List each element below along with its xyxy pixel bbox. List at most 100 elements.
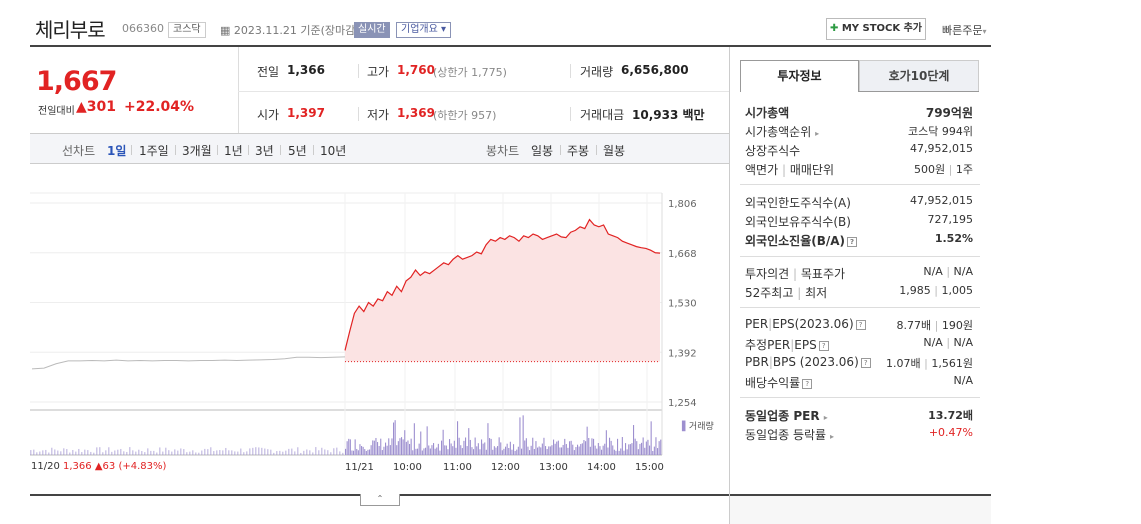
market-cap-rank-label: 시가총액순위 ▸ <box>745 123 819 140</box>
volume-bar <box>72 450 74 455</box>
tab-weekly[interactable]: 주봉 <box>567 144 590 158</box>
prev-close-label: 전일 <box>257 65 280 79</box>
volume-bar <box>532 437 534 455</box>
expand-handle[interactable]: ⌃ <box>360 494 400 506</box>
volume-bar <box>114 450 116 455</box>
volume-bar <box>562 444 564 455</box>
volume-bar <box>615 450 617 455</box>
volume-bar <box>237 451 239 455</box>
volume-bar <box>642 437 644 455</box>
tab-1year[interactable]: 1년 <box>224 144 243 158</box>
help-icon[interactable]: ? <box>860 357 871 368</box>
divider <box>131 145 132 155</box>
volume-bar <box>641 442 643 455</box>
tab-1day[interactable]: 1일 <box>107 144 127 158</box>
est-per-value-a: N/A <box>923 336 943 349</box>
tab-invest-info[interactable]: 투자정보 <box>740 60 859 92</box>
tab-1week[interactable]: 1주일 <box>139 144 169 158</box>
foreign-ratio-value: 1.52% <box>934 232 973 245</box>
volume-bar <box>489 438 491 455</box>
panel-footer <box>730 496 991 524</box>
volume-bar <box>636 441 638 455</box>
tab-10year[interactable]: 10년 <box>320 144 347 158</box>
volume-bar <box>372 440 374 455</box>
help-icon[interactable]: ? <box>847 236 858 247</box>
volume-bar <box>300 452 302 455</box>
volume-bar <box>168 450 170 455</box>
tab-3month[interactable]: 3개월 <box>182 144 212 158</box>
volume-bar <box>156 452 158 455</box>
volume-bar <box>138 449 140 455</box>
volume-bar <box>618 450 620 455</box>
sector-per-value: 13.72배 <box>928 409 973 422</box>
panel-divider <box>729 47 730 524</box>
volume-bar <box>405 441 407 455</box>
help-icon[interactable]: ? <box>818 340 829 351</box>
tab-monthly[interactable]: 월봉 <box>603 144 626 158</box>
volume-bar <box>650 421 652 455</box>
volume-bar <box>90 451 92 455</box>
help-icon[interactable]: ? <box>802 378 813 389</box>
volume-bar <box>410 438 412 455</box>
pipe-separator: | <box>781 163 786 177</box>
open-value: 1,397 <box>287 106 325 120</box>
market-badge: 코스닥 <box>168 22 206 38</box>
divider <box>740 256 980 257</box>
volume-bar <box>93 452 95 455</box>
volume-bar <box>469 439 471 455</box>
volume-bar <box>108 447 110 455</box>
x-tick-label: 15:00 <box>635 462 664 473</box>
amount-label: 거래대금 <box>580 108 625 122</box>
volume-bar <box>455 447 457 455</box>
volume-bar <box>297 447 299 455</box>
volume-bar <box>437 443 439 455</box>
shares-value: 47,952,015 <box>910 142 973 155</box>
volume-bar <box>647 439 649 455</box>
volume-bar <box>569 441 571 455</box>
low-label: 저가 <box>367 108 390 122</box>
volume-bar <box>474 437 476 455</box>
volume-bar <box>153 450 155 455</box>
tab-3year[interactable]: 3년 <box>255 144 274 158</box>
volume-bar <box>321 447 323 455</box>
chevron-right-icon: ▸ <box>829 432 834 441</box>
volume-bar <box>511 449 513 455</box>
volume-bar <box>596 448 598 455</box>
tab-5year[interactable]: 5년 <box>288 144 307 158</box>
volume-bar <box>556 441 558 455</box>
pbr-label: PBR|BPS (2023.06)? <box>745 355 871 369</box>
par-value-row: 액면가 | 매매단위 500원 | 1주 <box>745 161 973 179</box>
volume-bar <box>409 443 411 455</box>
mystock-add-button[interactable]: ✚ MY STOCK 추가 <box>826 18 926 40</box>
tab-orderbook[interactable]: 호가10단계 <box>859 60 979 92</box>
volume-bar <box>258 447 260 455</box>
corp-info-dropdown[interactable]: 기업개요 ▾ <box>396 22 452 38</box>
dividend-text: 배당수익률 <box>745 376 801 390</box>
volume-bar <box>420 431 422 455</box>
volume-bar <box>505 446 507 455</box>
quick-order-dropdown[interactable]: 빠른주문▾ <box>942 22 987 38</box>
volume-bar <box>183 449 185 455</box>
volume-bar <box>530 445 532 455</box>
volume-bar <box>367 449 369 455</box>
volume-bar <box>207 449 209 455</box>
volume-bar <box>351 450 353 455</box>
y-axis: 1,806 1,668 1,530 1,392 1,254 <box>668 199 697 409</box>
volume-bar <box>345 448 347 455</box>
volume-bar <box>559 447 561 455</box>
tab-daily[interactable]: 일봉 <box>531 144 554 158</box>
sector-change-row[interactable]: 동일업종 등락률 ▸ +0.47% <box>745 426 973 444</box>
realtime-button[interactable]: 실시간 <box>354 22 390 38</box>
volume-bar <box>180 448 182 455</box>
divider <box>570 64 571 78</box>
help-icon[interactable]: ? <box>855 319 866 330</box>
sector-change-text: 동일업종 등락률 <box>745 428 827 442</box>
volume-bar <box>529 450 531 455</box>
volume-bar <box>377 442 379 455</box>
volume-bar <box>324 449 326 455</box>
volume-bar <box>78 448 80 455</box>
volume-bar <box>105 450 107 455</box>
volume-bar <box>399 438 401 455</box>
sector-per-row[interactable]: 동일업종 PER ▸ 13.72배 <box>745 407 973 425</box>
market-cap-rank-row[interactable]: 시가총액순위 ▸ 코스닥 994위 <box>745 123 973 141</box>
